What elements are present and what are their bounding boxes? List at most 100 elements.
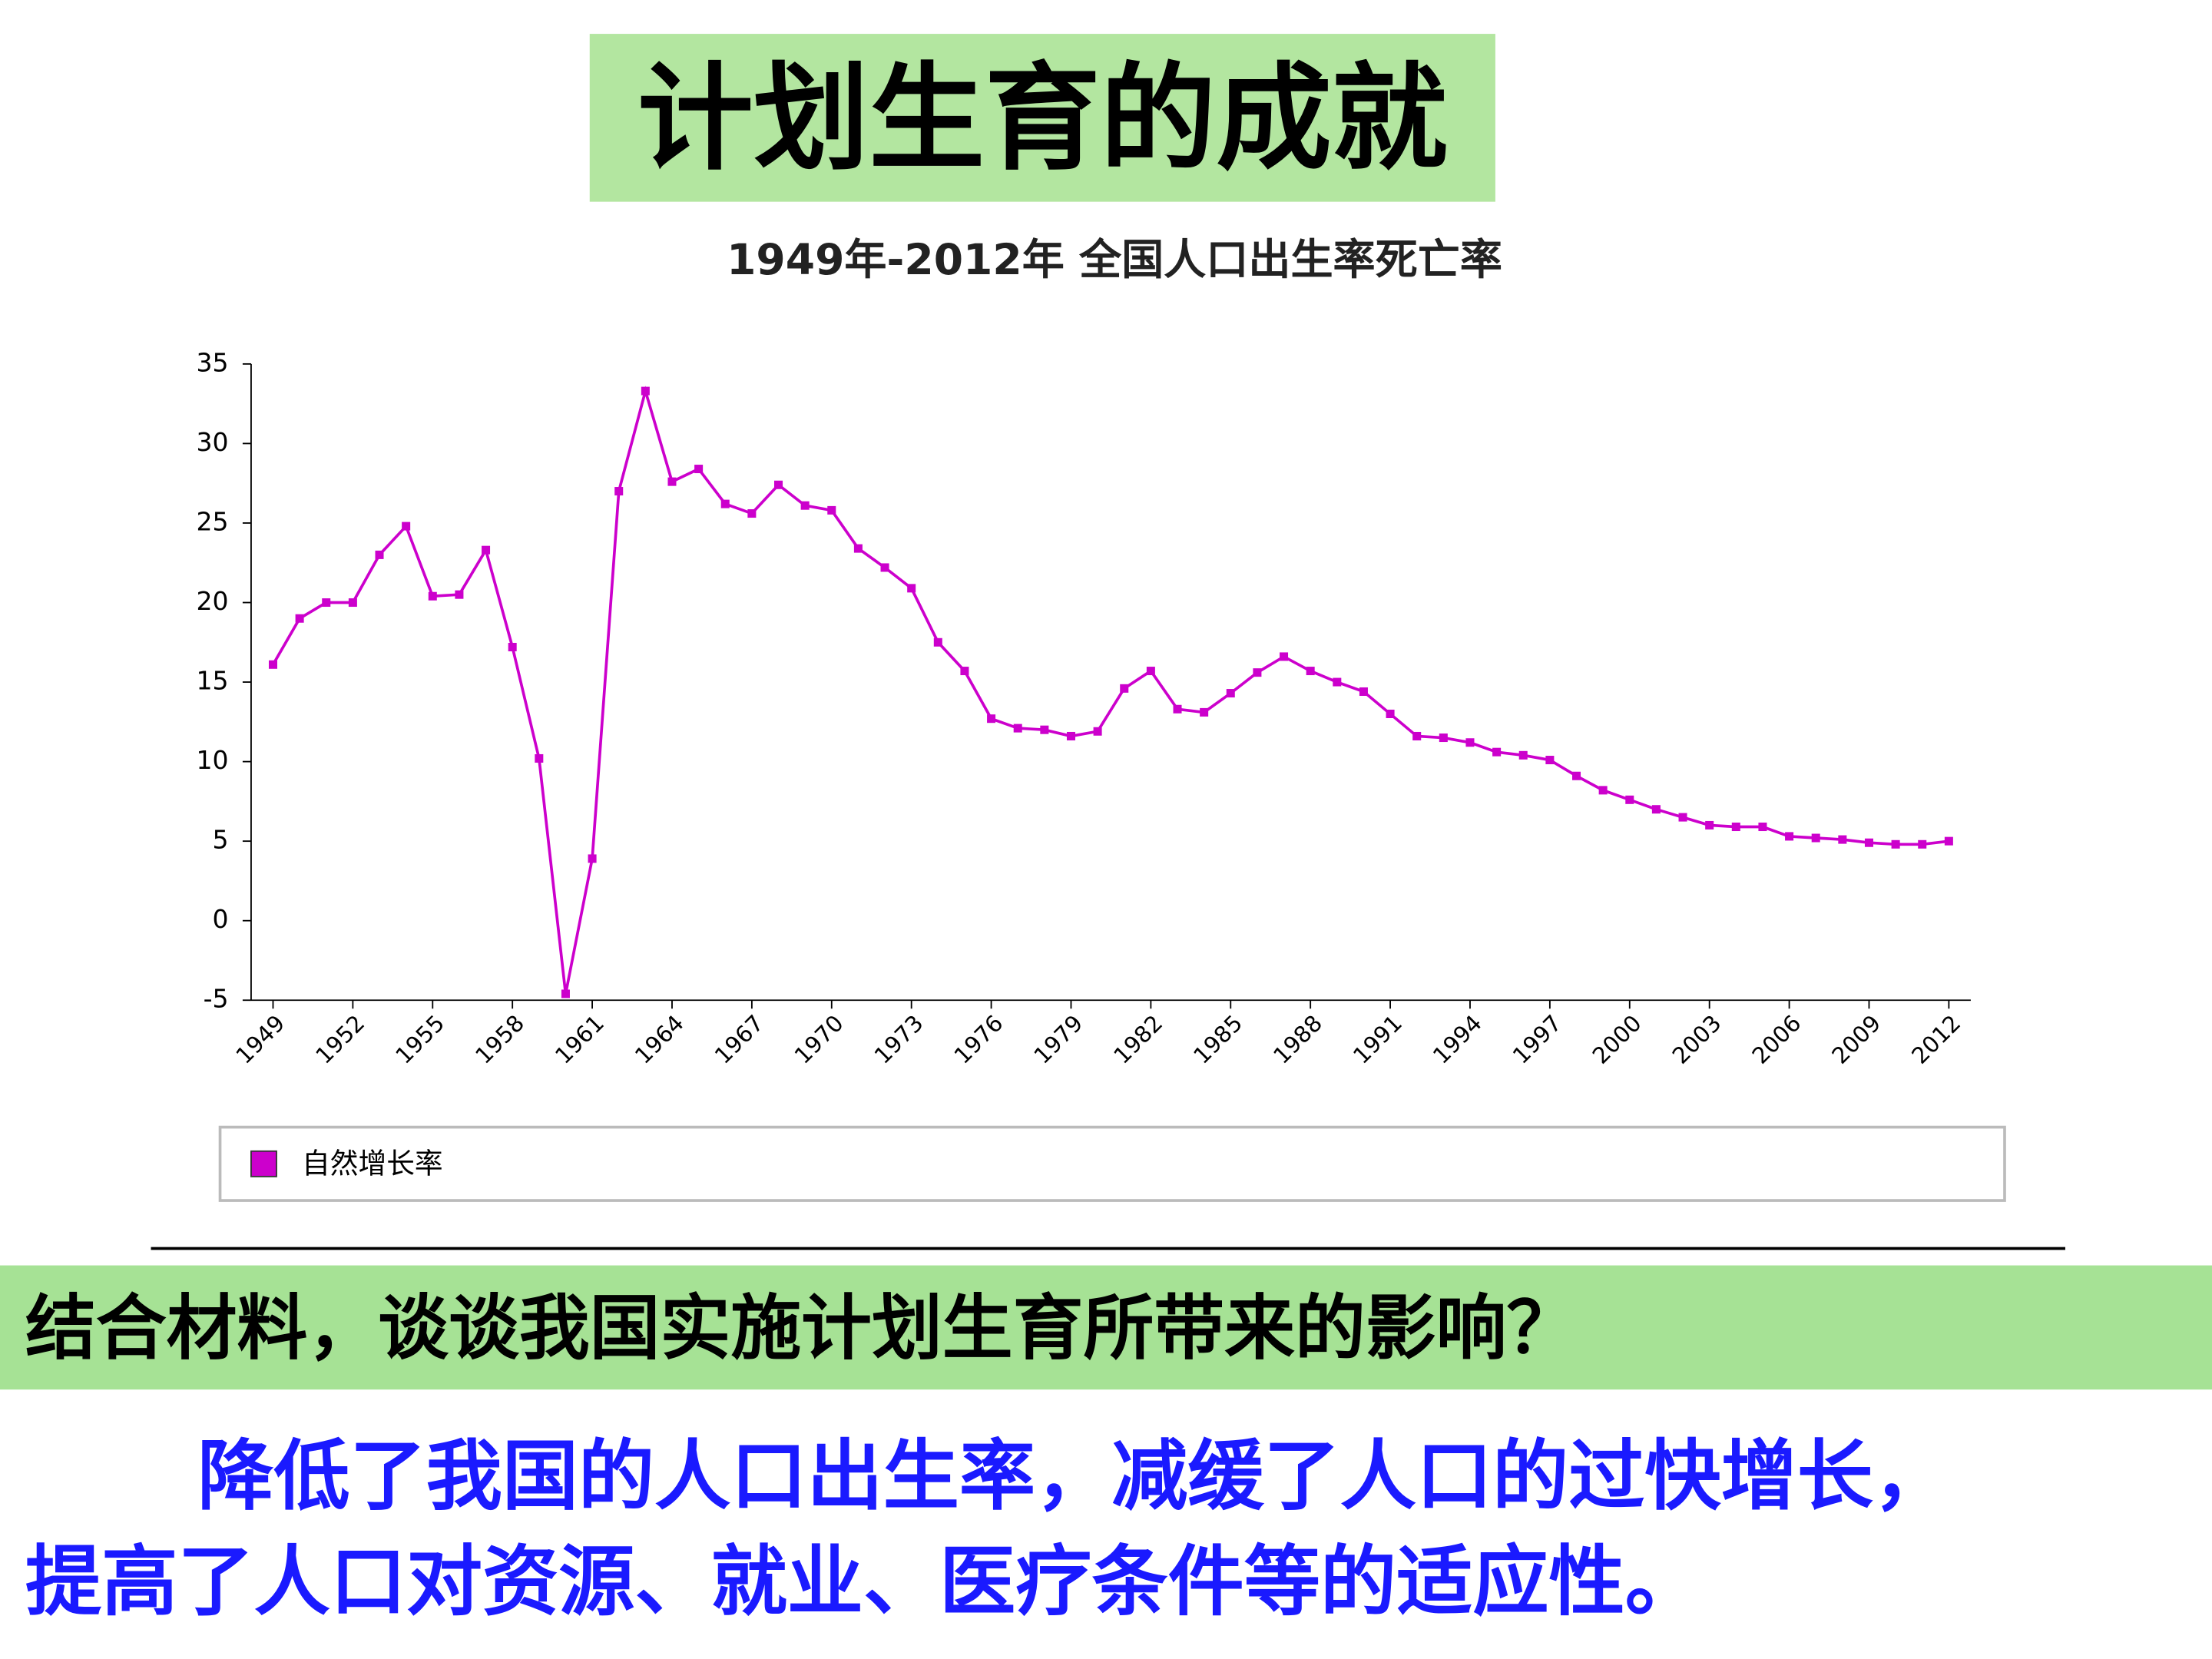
x-tick-label: 2012	[1906, 1010, 1965, 1069]
point	[455, 590, 464, 599]
x-tick-label: 1973	[869, 1010, 929, 1069]
point	[933, 637, 942, 647]
point	[827, 505, 836, 515]
point	[1864, 838, 1873, 847]
y-tick-label: 15	[196, 666, 228, 696]
y-tick-label: -5	[204, 984, 229, 1014]
point	[1571, 771, 1581, 780]
x-tick-label: 1979	[1029, 1010, 1088, 1069]
point	[960, 667, 969, 676]
point	[1625, 795, 1634, 804]
point	[1412, 731, 1422, 740]
point	[1731, 823, 1740, 832]
y-tick-label: 25	[196, 506, 228, 536]
x-tick-label: 1964	[630, 1010, 689, 1069]
point	[1651, 805, 1661, 814]
point	[1386, 709, 1395, 718]
point	[1173, 704, 1182, 714]
y-tick-label: 20	[196, 586, 228, 616]
y-tick-label: 0	[213, 904, 229, 934]
x-tick-label: 2006	[1747, 1010, 1806, 1069]
x-tick-label: 1997	[1508, 1010, 1567, 1069]
y-tick-label: 35	[196, 347, 228, 377]
point	[482, 545, 491, 555]
point	[375, 550, 384, 559]
point	[508, 642, 517, 652]
x-tick-label: 1961	[550, 1010, 609, 1069]
point	[1492, 747, 1502, 757]
x-tick-label: 1949	[231, 1010, 290, 1069]
point	[588, 854, 597, 863]
point	[1200, 707, 1209, 717]
point	[1093, 727, 1102, 736]
point	[667, 477, 677, 486]
answer-line: 提高了人口对资源、就业、医疗条件等的适应性。	[25, 1538, 1701, 1627]
point	[1040, 725, 1049, 734]
x-tick-label: 1955	[390, 1010, 449, 1069]
x-tick-label: 1985	[1188, 1010, 1247, 1069]
point	[1066, 731, 1075, 740]
x-tick-label: 2003	[1667, 1010, 1727, 1069]
point	[1918, 839, 1927, 849]
point	[268, 660, 277, 669]
x-tick-label: 1988	[1268, 1010, 1327, 1069]
point	[1280, 652, 1289, 661]
point	[1705, 820, 1714, 830]
x-tick-label: 1952	[310, 1010, 369, 1069]
legend-box	[218, 1125, 2006, 1202]
question: 结合材料，谈谈我国实施计划生育所带来的影响？	[25, 1287, 1577, 1369]
point	[1120, 684, 1129, 693]
x-tick-label: 2009	[1827, 1010, 1886, 1069]
point	[1333, 677, 1342, 687]
slide-title: 计划生育的成就	[637, 51, 1447, 186]
point	[1253, 668, 1262, 677]
point	[322, 598, 331, 608]
point	[1013, 724, 1022, 733]
x-tick-label: 1967	[710, 1010, 769, 1069]
title-box	[589, 34, 1495, 202]
point	[1226, 689, 1235, 698]
point	[853, 544, 863, 553]
x-tick-label: 2000	[1588, 1010, 1647, 1069]
point	[1545, 756, 1555, 765]
question-band	[0, 1265, 2212, 1390]
point	[1758, 823, 1767, 832]
point	[1306, 667, 1315, 676]
point	[1838, 835, 1847, 844]
point	[747, 509, 757, 518]
point	[800, 501, 810, 510]
series-line	[271, 386, 1949, 995]
y-tick-label: 10	[196, 745, 228, 775]
x-tick-label: 1982	[1108, 1010, 1167, 1069]
point	[1359, 687, 1368, 696]
point	[987, 714, 996, 724]
point	[1598, 786, 1608, 795]
legend-label: 自然增长率	[302, 1147, 443, 1181]
point	[694, 465, 704, 474]
point	[1678, 813, 1687, 822]
point	[907, 584, 916, 593]
point	[1944, 836, 1953, 846]
point	[1465, 738, 1475, 747]
point	[641, 386, 650, 396]
point	[1518, 750, 1528, 760]
y-tick-label: 5	[213, 825, 229, 855]
legend-swatch	[250, 1150, 277, 1177]
answer-line: 降低了我国的人口出生率，减缓了人口的过快增长，	[197, 1432, 1949, 1521]
point	[1811, 833, 1820, 843]
point	[614, 487, 624, 496]
point	[535, 753, 544, 763]
point	[348, 598, 357, 608]
point	[428, 591, 437, 601]
point	[1439, 733, 1448, 743]
x-tick-label: 1958	[470, 1010, 529, 1069]
point	[1891, 839, 1900, 849]
point	[1146, 667, 1155, 676]
point	[561, 989, 570, 998]
chart-title: 1949年-2012年 全国人口出生率死亡率	[727, 235, 1502, 284]
point	[402, 522, 411, 531]
x-tick-label: 1970	[790, 1010, 849, 1069]
y-tick-label: 30	[196, 427, 228, 457]
